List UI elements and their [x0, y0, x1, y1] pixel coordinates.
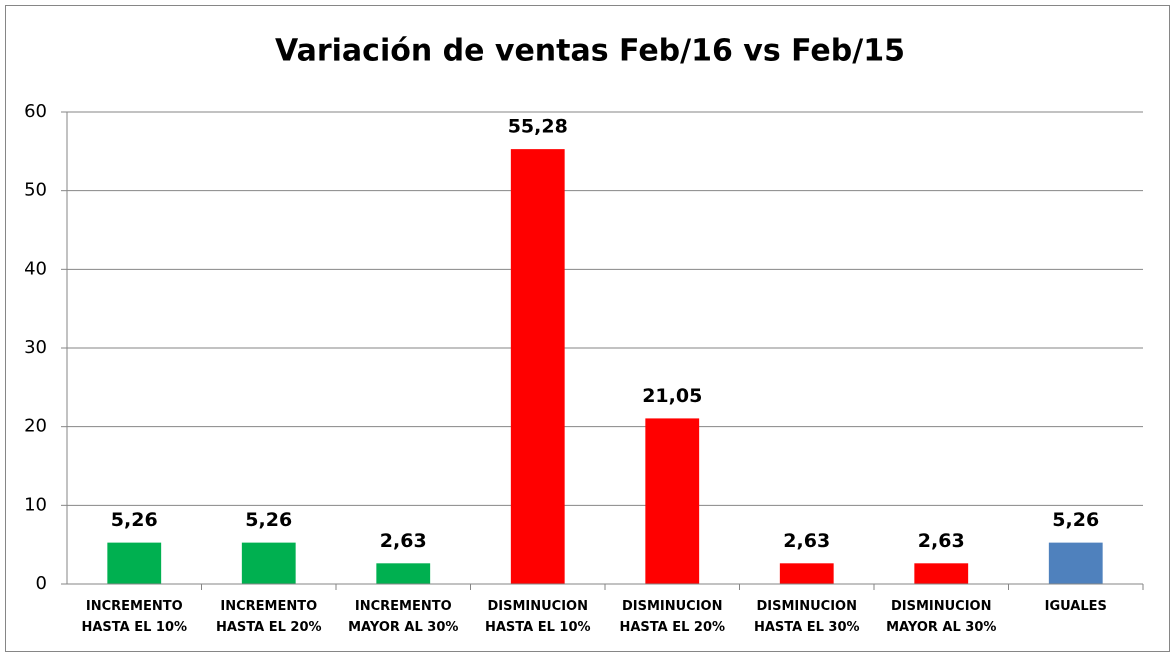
x-tick-label: INCREMENTO HASTA EL 10% [81, 599, 188, 635]
y-tick-label: 0 [36, 573, 47, 594]
value-label: 5,26 [1052, 509, 1099, 531]
value-label: 2,63 [380, 530, 427, 552]
y-tick-label: 20 [24, 416, 47, 437]
bar [645, 418, 700, 584]
bar [779, 563, 834, 584]
bar [241, 542, 296, 584]
value-label: 2,63 [918, 530, 965, 552]
value-label: 21,05 [642, 385, 702, 407]
bar [914, 563, 969, 584]
bar [376, 563, 431, 584]
y-tick-label: 40 [24, 258, 47, 279]
bar [510, 149, 565, 584]
value-label: 2,63 [783, 530, 830, 552]
y-tick-label: 50 [24, 180, 47, 201]
x-tick-label: INCREMENTO MAYOR AL 30% [348, 599, 459, 635]
x-tick-label: DISMINUCION HASTA EL 30% [753, 599, 860, 635]
x-tick-label: IGUALES [1044, 599, 1107, 614]
x-tick-label: DISMINUCION HASTA EL 10% [484, 599, 591, 635]
chart-border [5, 5, 1170, 652]
bar [107, 542, 162, 584]
y-tick-label: 10 [24, 494, 47, 515]
value-label: 55,28 [508, 116, 568, 138]
y-tick-label: 30 [24, 337, 47, 358]
value-label: 5,26 [111, 509, 158, 531]
x-tick-label: DISMINUCION HASTA EL 20% [619, 599, 726, 635]
y-tick-label: 60 [24, 101, 47, 122]
bar [1048, 542, 1103, 584]
x-tick-label: INCREMENTO HASTA EL 20% [215, 599, 322, 635]
x-tick-label: DISMINUCION MAYOR AL 30% [886, 599, 997, 635]
value-label: 5,26 [245, 509, 292, 531]
chart-title: Variación de ventas Feb/16 vs Feb/15 [275, 34, 905, 69]
